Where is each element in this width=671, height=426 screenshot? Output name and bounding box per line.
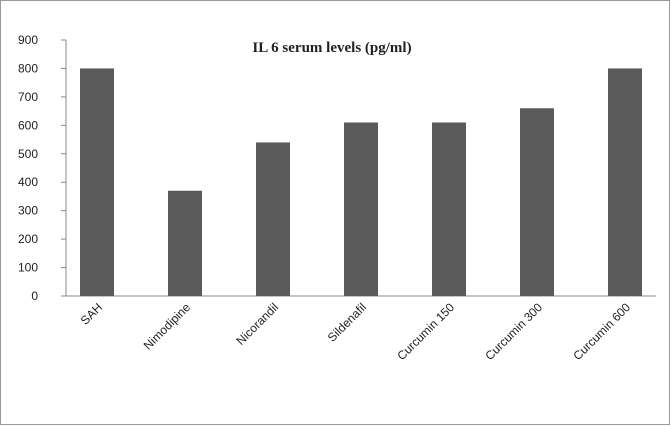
chart-title: IL 6 serum levels (pg/ml) bbox=[252, 40, 411, 56]
bar bbox=[608, 68, 642, 296]
y-tick-label: 200 bbox=[18, 232, 38, 246]
y-tick-label: 0 bbox=[31, 289, 38, 303]
y-tick-label: 300 bbox=[18, 204, 38, 218]
y-tick-label: 400 bbox=[18, 175, 38, 189]
bar bbox=[80, 68, 114, 296]
y-tick-label: 700 bbox=[18, 90, 38, 104]
bar bbox=[168, 190, 202, 296]
y-tick-label: 800 bbox=[18, 61, 38, 75]
bar bbox=[344, 122, 378, 296]
bar bbox=[432, 122, 466, 296]
bar bbox=[520, 108, 554, 297]
y-tick-label: 100 bbox=[18, 261, 38, 275]
bar bbox=[256, 142, 290, 296]
y-tick-label: 600 bbox=[18, 118, 38, 132]
y-tick-label: 900 bbox=[18, 33, 38, 47]
y-tick-label: 500 bbox=[18, 147, 38, 161]
